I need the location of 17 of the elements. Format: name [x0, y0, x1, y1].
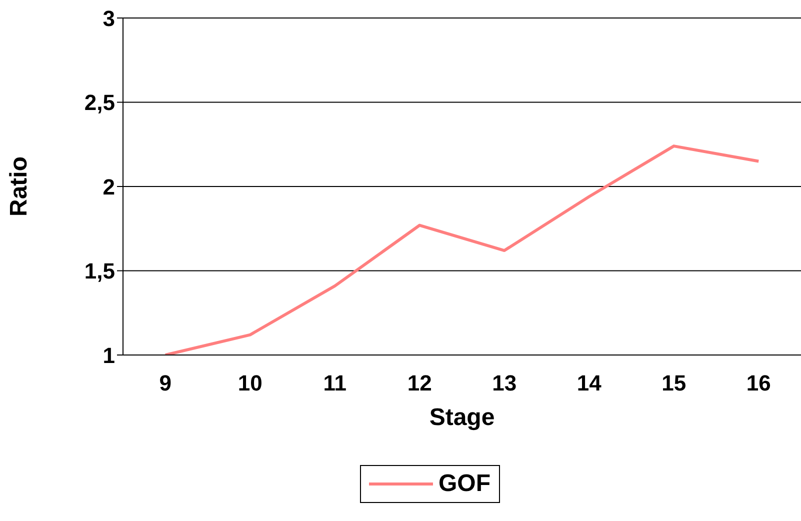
x-tick-label: 15	[662, 370, 686, 396]
y-tick-label: 2,5	[84, 90, 115, 116]
legend-label: GOF	[438, 470, 490, 498]
y-axis-title: Ratio	[6, 156, 33, 216]
x-tick-label: 12	[407, 370, 432, 396]
y-tick-label: 3	[102, 6, 115, 31]
x-tick-label: 13	[492, 370, 517, 396]
x-axis-title: Stage	[429, 404, 495, 431]
x-tick-label: 11	[323, 370, 347, 396]
y-tick-label: 1,5	[84, 258, 115, 284]
x-tick-label: 14	[576, 370, 602, 396]
y-tick-label: 2	[102, 174, 115, 200]
y-tick-label: 1	[102, 342, 115, 368]
x-tick-label: 16	[746, 370, 771, 396]
x-tick-label: 10	[238, 370, 262, 396]
x-tick-label: 9	[159, 370, 172, 396]
line-series	[164, 144, 760, 355]
